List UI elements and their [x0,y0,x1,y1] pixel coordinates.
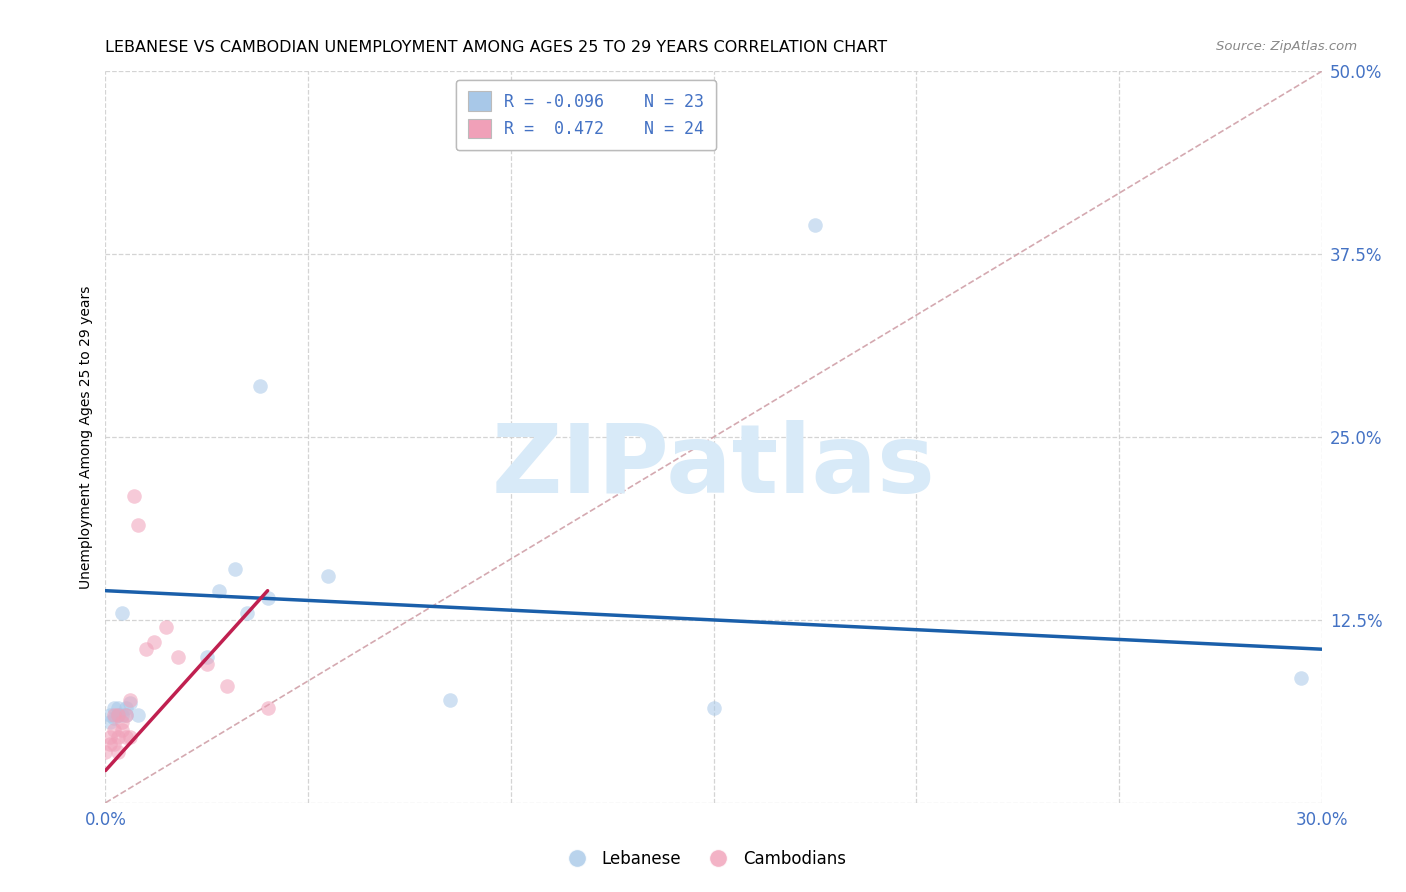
Point [804,218,827,232]
Point [217,679,239,693]
Point [155,620,177,634]
Point [167,649,190,664]
Point [195,649,218,664]
Legend: R = -0.096    N = 23, R =  0.472    N = 24: R = -0.096 N = 23, R = 0.472 N = 24 [456,79,716,150]
Point [702,700,725,714]
Point [103,723,125,737]
Point [224,562,246,576]
Y-axis label: Unemployment Among Ages 25 to 29 years: Unemployment Among Ages 25 to 29 years [79,285,93,589]
Point [98,708,121,723]
Point [118,730,141,744]
Point [236,606,259,620]
Point [256,700,278,714]
Point [143,635,166,649]
Point [127,708,149,723]
Point [98,737,121,751]
Point [318,569,340,583]
Point [111,708,134,723]
Point [122,489,145,503]
Point [114,708,136,723]
Point [103,708,125,723]
Text: LEBANESE VS CAMBODIAN UNEMPLOYMENT AMONG AGES 25 TO 29 YEARS CORRELATION CHART: LEBANESE VS CAMBODIAN UNEMPLOYMENT AMONG… [105,40,887,55]
Legend: Lebanese, Cambodians: Lebanese, Cambodians [554,844,852,875]
Point [103,711,125,725]
Point [107,708,129,723]
Point [439,693,461,707]
Point [103,737,125,751]
Text: Source: ZipAtlas.com: Source: ZipAtlas.com [1216,40,1357,54]
Point [111,723,134,737]
Point [98,715,121,730]
Point [94,745,117,759]
Point [107,745,129,759]
Point [111,715,134,730]
Point [114,700,136,714]
Point [249,379,271,393]
Point [1291,672,1313,686]
Text: ZIPatlas: ZIPatlas [492,420,935,513]
Point [135,642,157,657]
Point [107,730,129,744]
Point [98,730,121,744]
Point [118,693,141,707]
Point [208,583,231,598]
Point [107,700,129,714]
Point [114,708,136,723]
Point [111,606,134,620]
Point [127,517,149,532]
Point [118,696,141,710]
Point [256,591,278,605]
Point [195,657,218,671]
Point [103,700,125,714]
Point [107,708,129,723]
Point [114,730,136,744]
